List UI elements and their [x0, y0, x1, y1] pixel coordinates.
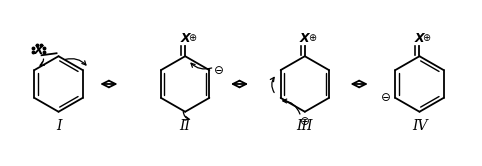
Text: ⊕: ⊕ — [308, 33, 316, 43]
Text: ⊖: ⊖ — [380, 91, 390, 104]
Text: X: X — [34, 44, 43, 57]
Text: X: X — [300, 32, 309, 45]
Text: X: X — [415, 32, 424, 45]
Text: ⊕: ⊕ — [422, 33, 430, 43]
Text: I: I — [56, 119, 61, 133]
Text: ⊕: ⊕ — [188, 33, 196, 43]
Text: ⊖: ⊖ — [300, 115, 310, 128]
Text: X: X — [180, 32, 190, 45]
Text: II: II — [180, 119, 191, 133]
Text: III: III — [296, 119, 313, 133]
Text: IV: IV — [412, 119, 427, 133]
Text: ⊖: ⊖ — [214, 64, 223, 77]
